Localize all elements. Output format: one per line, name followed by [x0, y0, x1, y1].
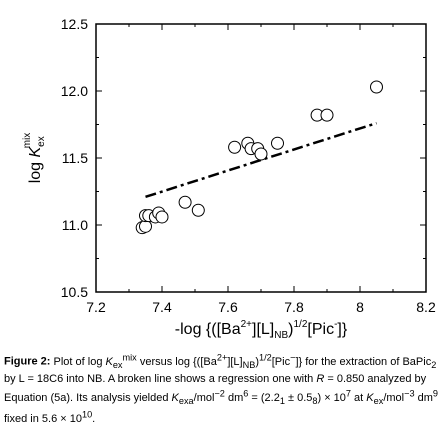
- x-label-text: [Pic: [307, 321, 334, 338]
- y-tick-label: 10.5: [61, 284, 88, 300]
- regression-line-group: [145, 121, 377, 199]
- x-tick-label: 7.2: [86, 299, 106, 315]
- x-label-text: ][L]: [252, 321, 274, 338]
- x-tick-label: 7.6: [218, 299, 238, 315]
- data-points: [135, 80, 383, 235]
- data-point: [155, 210, 169, 224]
- y-tick-label: 12.0: [61, 83, 88, 99]
- y-label-text: log: [27, 158, 44, 184]
- x-label-sup: 2+: [241, 319, 253, 330]
- figure-caption: Figure 2: Plot of log Kexmix versus log …: [4, 350, 444, 426]
- y-label-k: K: [27, 146, 44, 158]
- data-point: [370, 80, 383, 94]
- x-label-sub: NB: [274, 330, 288, 341]
- y-axis-label: log Kexmix: [22, 133, 47, 184]
- scatter-plot: 7.2 7.4 7.6 7.8 8 8.210.511.011.512.012.5 -lo…: [22, 16, 436, 341]
- axis-ticks: [95, 23, 427, 293]
- y-label-sup: mix: [22, 133, 33, 149]
- data-point: [191, 203, 205, 217]
- tick-labels: 7.2 7.4 7.6 7.8 8 8.2 10.5 11.0 11.5 12.0 12.5: [61, 16, 436, 315]
- x-label-text: -log {([Ba: [175, 321, 241, 338]
- x-label-sup: 1/2: [293, 319, 307, 330]
- x-tick-label: 7.4: [152, 299, 172, 315]
- x-label-sup: -: [334, 319, 337, 330]
- x-tick-label: 8.2: [416, 299, 436, 315]
- regression-line: [145, 121, 377, 199]
- data-point: [254, 147, 268, 161]
- x-label-text: ]}: [337, 321, 347, 338]
- y-label-sub: ex: [36, 136, 47, 147]
- caption-label: Figure 2:: [4, 355, 51, 368]
- data-point: [320, 108, 334, 122]
- y-tick-label: 12.5: [61, 16, 88, 32]
- x-tick-label: 7.8: [284, 299, 304, 315]
- y-tick-label: 11.0: [62, 217, 88, 233]
- y-tick-label: 11.5: [62, 150, 88, 166]
- caption-text: Plot of log Kexmix versus log {([Ba2+][L…: [4, 352, 438, 426]
- data-point: [228, 140, 242, 154]
- data-point: [271, 136, 284, 150]
- x-axis-label: -log {([Ba2+][L]NB)1/2[Pic-]}: [175, 319, 348, 341]
- data-point: [178, 195, 192, 209]
- figure: 7.2 7.4 7.6 7.8 8 8.2 10.5 11.0 11.5 12.0 12.5 -lo…: [4, 16, 438, 425]
- x-label-text: ): [288, 321, 293, 338]
- x-tick-label: 8: [356, 299, 364, 315]
- data-point: [139, 219, 152, 233]
